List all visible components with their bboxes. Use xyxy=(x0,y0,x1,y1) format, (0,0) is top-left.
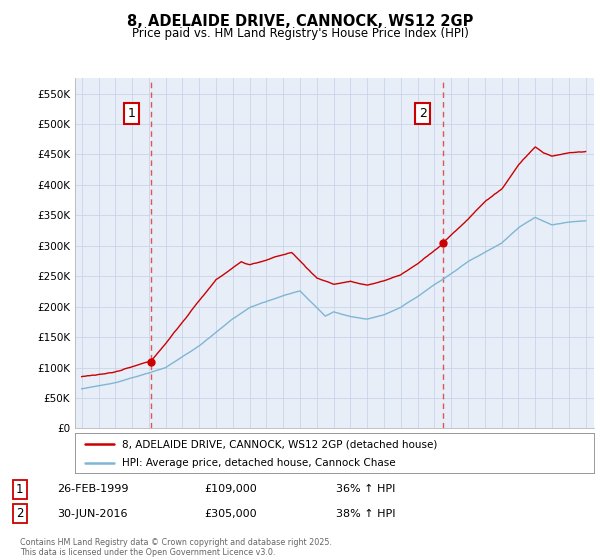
Text: 38% ↑ HPI: 38% ↑ HPI xyxy=(336,508,395,519)
Text: Price paid vs. HM Land Registry's House Price Index (HPI): Price paid vs. HM Land Registry's House … xyxy=(131,27,469,40)
Text: £109,000: £109,000 xyxy=(204,484,257,494)
Text: 36% ↑ HPI: 36% ↑ HPI xyxy=(336,484,395,494)
Text: 1: 1 xyxy=(16,483,23,496)
Text: £305,000: £305,000 xyxy=(204,508,257,519)
Text: HPI: Average price, detached house, Cannock Chase: HPI: Average price, detached house, Cann… xyxy=(122,458,395,468)
Text: 30-JUN-2016: 30-JUN-2016 xyxy=(57,508,128,519)
Text: 2: 2 xyxy=(419,107,427,120)
Text: 8, ADELAIDE DRIVE, CANNOCK, WS12 2GP: 8, ADELAIDE DRIVE, CANNOCK, WS12 2GP xyxy=(127,14,473,29)
Text: Contains HM Land Registry data © Crown copyright and database right 2025.
This d: Contains HM Land Registry data © Crown c… xyxy=(20,538,332,557)
Text: 1: 1 xyxy=(127,107,135,120)
Text: 8, ADELAIDE DRIVE, CANNOCK, WS12 2GP (detached house): 8, ADELAIDE DRIVE, CANNOCK, WS12 2GP (de… xyxy=(122,439,437,449)
Text: 2: 2 xyxy=(16,507,23,520)
Text: 26-FEB-1999: 26-FEB-1999 xyxy=(57,484,128,494)
